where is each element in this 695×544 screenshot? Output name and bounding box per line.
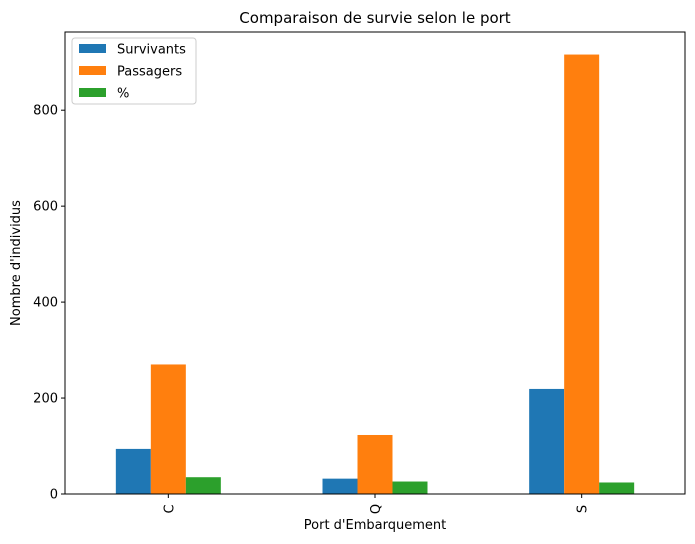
y-axis-label: Nombre d'individus bbox=[9, 200, 24, 326]
x-tick-label: S bbox=[576, 505, 591, 513]
legend-frame bbox=[71, 37, 197, 105]
legend-swatch bbox=[79, 88, 106, 97]
legend-label: Survivants bbox=[117, 43, 186, 58]
legend-swatch bbox=[79, 66, 106, 75]
legend-swatch bbox=[79, 44, 106, 53]
bar-C-0 bbox=[115, 448, 151, 494]
x-tick-label: C bbox=[162, 504, 177, 513]
bar-Q-0 bbox=[322, 478, 358, 494]
y-tick-label: 0 bbox=[50, 488, 58, 503]
bars-group bbox=[115, 54, 635, 495]
bar-C-2 bbox=[185, 477, 221, 494]
bar-S-0 bbox=[529, 388, 565, 494]
y-tick-label: 200 bbox=[33, 392, 58, 407]
y-tick-label: 400 bbox=[33, 296, 58, 311]
x-tick-label: Q bbox=[369, 504, 384, 514]
bar-Q-1 bbox=[357, 434, 393, 494]
y-axis-ticks: 0 200 400 600 800 bbox=[33, 104, 65, 503]
legend-label: Passagers bbox=[117, 65, 182, 80]
y-tick-label: 800 bbox=[33, 104, 58, 119]
plot-frame bbox=[64, 31, 686, 495]
y-tick-label: 600 bbox=[33, 200, 58, 215]
legend-label: % bbox=[117, 87, 129, 102]
bar-C-1 bbox=[150, 364, 186, 494]
chart-title: Comparaison de survie selon le port bbox=[239, 9, 511, 27]
bar-S-1 bbox=[564, 54, 600, 495]
x-axis-label: Port d'Embarquement bbox=[304, 518, 446, 533]
bar-S-2 bbox=[599, 482, 635, 494]
bar-Q-2 bbox=[392, 481, 428, 494]
legend: Survivants Passagers% bbox=[71, 37, 197, 105]
